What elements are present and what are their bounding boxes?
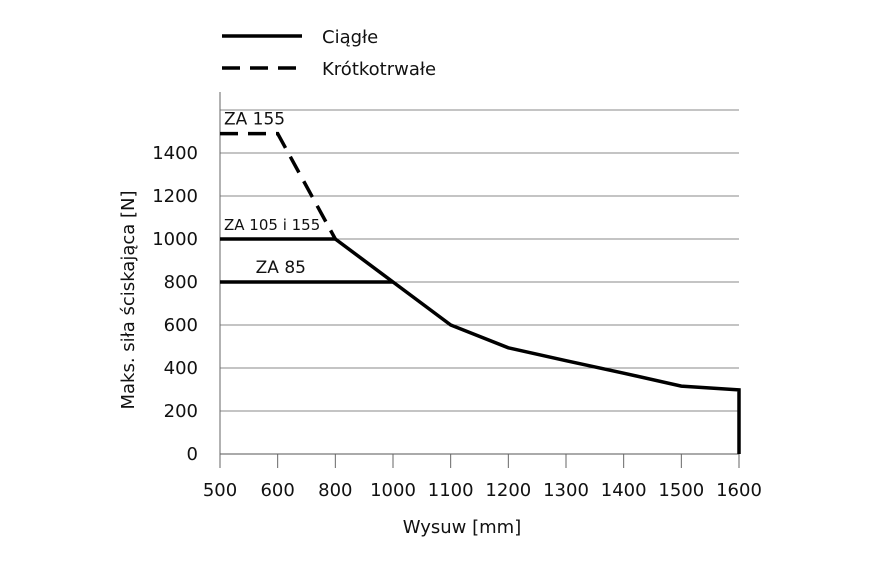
x-tick-label: 1400 <box>601 480 647 501</box>
x-tick-label: 1300 <box>543 480 589 501</box>
legend: Ciągłe Krótkotrwałe <box>222 27 436 80</box>
x-tick-label: 1500 <box>658 480 704 501</box>
annotations: ZA 155 ZA 105 i 155 ZA 85 <box>224 110 320 278</box>
y-tick-label: 400 <box>164 358 198 379</box>
x-axis-label: Wysuw [mm] <box>403 517 521 538</box>
y-axis-label: Maks. siła ściskająca [N] <box>118 190 139 409</box>
legend-label-dashed: Krótkotrwałe <box>322 59 436 80</box>
y-tick-label: 800 <box>164 272 198 293</box>
legend-label-solid: Ciągłe <box>322 27 378 48</box>
series-line-main <box>334 237 741 454</box>
x-tick-label: 500 <box>203 480 237 501</box>
x-tick-label: 1100 <box>428 480 474 501</box>
x-tick-label: 1200 <box>485 480 531 501</box>
y-tick-label: 600 <box>164 315 198 336</box>
x-tick-label: 800 <box>318 480 352 501</box>
series-line-za-155 <box>220 131 337 240</box>
annotation-label: ZA 105 i 155 <box>224 216 320 234</box>
series-group <box>220 131 741 454</box>
y-tick-label: 0 <box>187 444 198 465</box>
y-tick-label: 200 <box>164 401 198 422</box>
y-tick-label: 1000 <box>152 229 198 250</box>
axes: 0 200 400 600 800 1000 1200 1400 500 600 800 1000 11… <box>152 92 762 501</box>
annotation-label: ZA 155 <box>224 110 285 130</box>
x-tick-label: 600 <box>260 480 294 501</box>
y-tick-label: 1400 <box>152 143 198 164</box>
annotation-label: ZA 85 <box>256 258 306 278</box>
x-tick-label: 1000 <box>370 480 416 501</box>
x-tick-label: 1600 <box>716 480 762 501</box>
y-tick-label: 1200 <box>152 186 198 207</box>
